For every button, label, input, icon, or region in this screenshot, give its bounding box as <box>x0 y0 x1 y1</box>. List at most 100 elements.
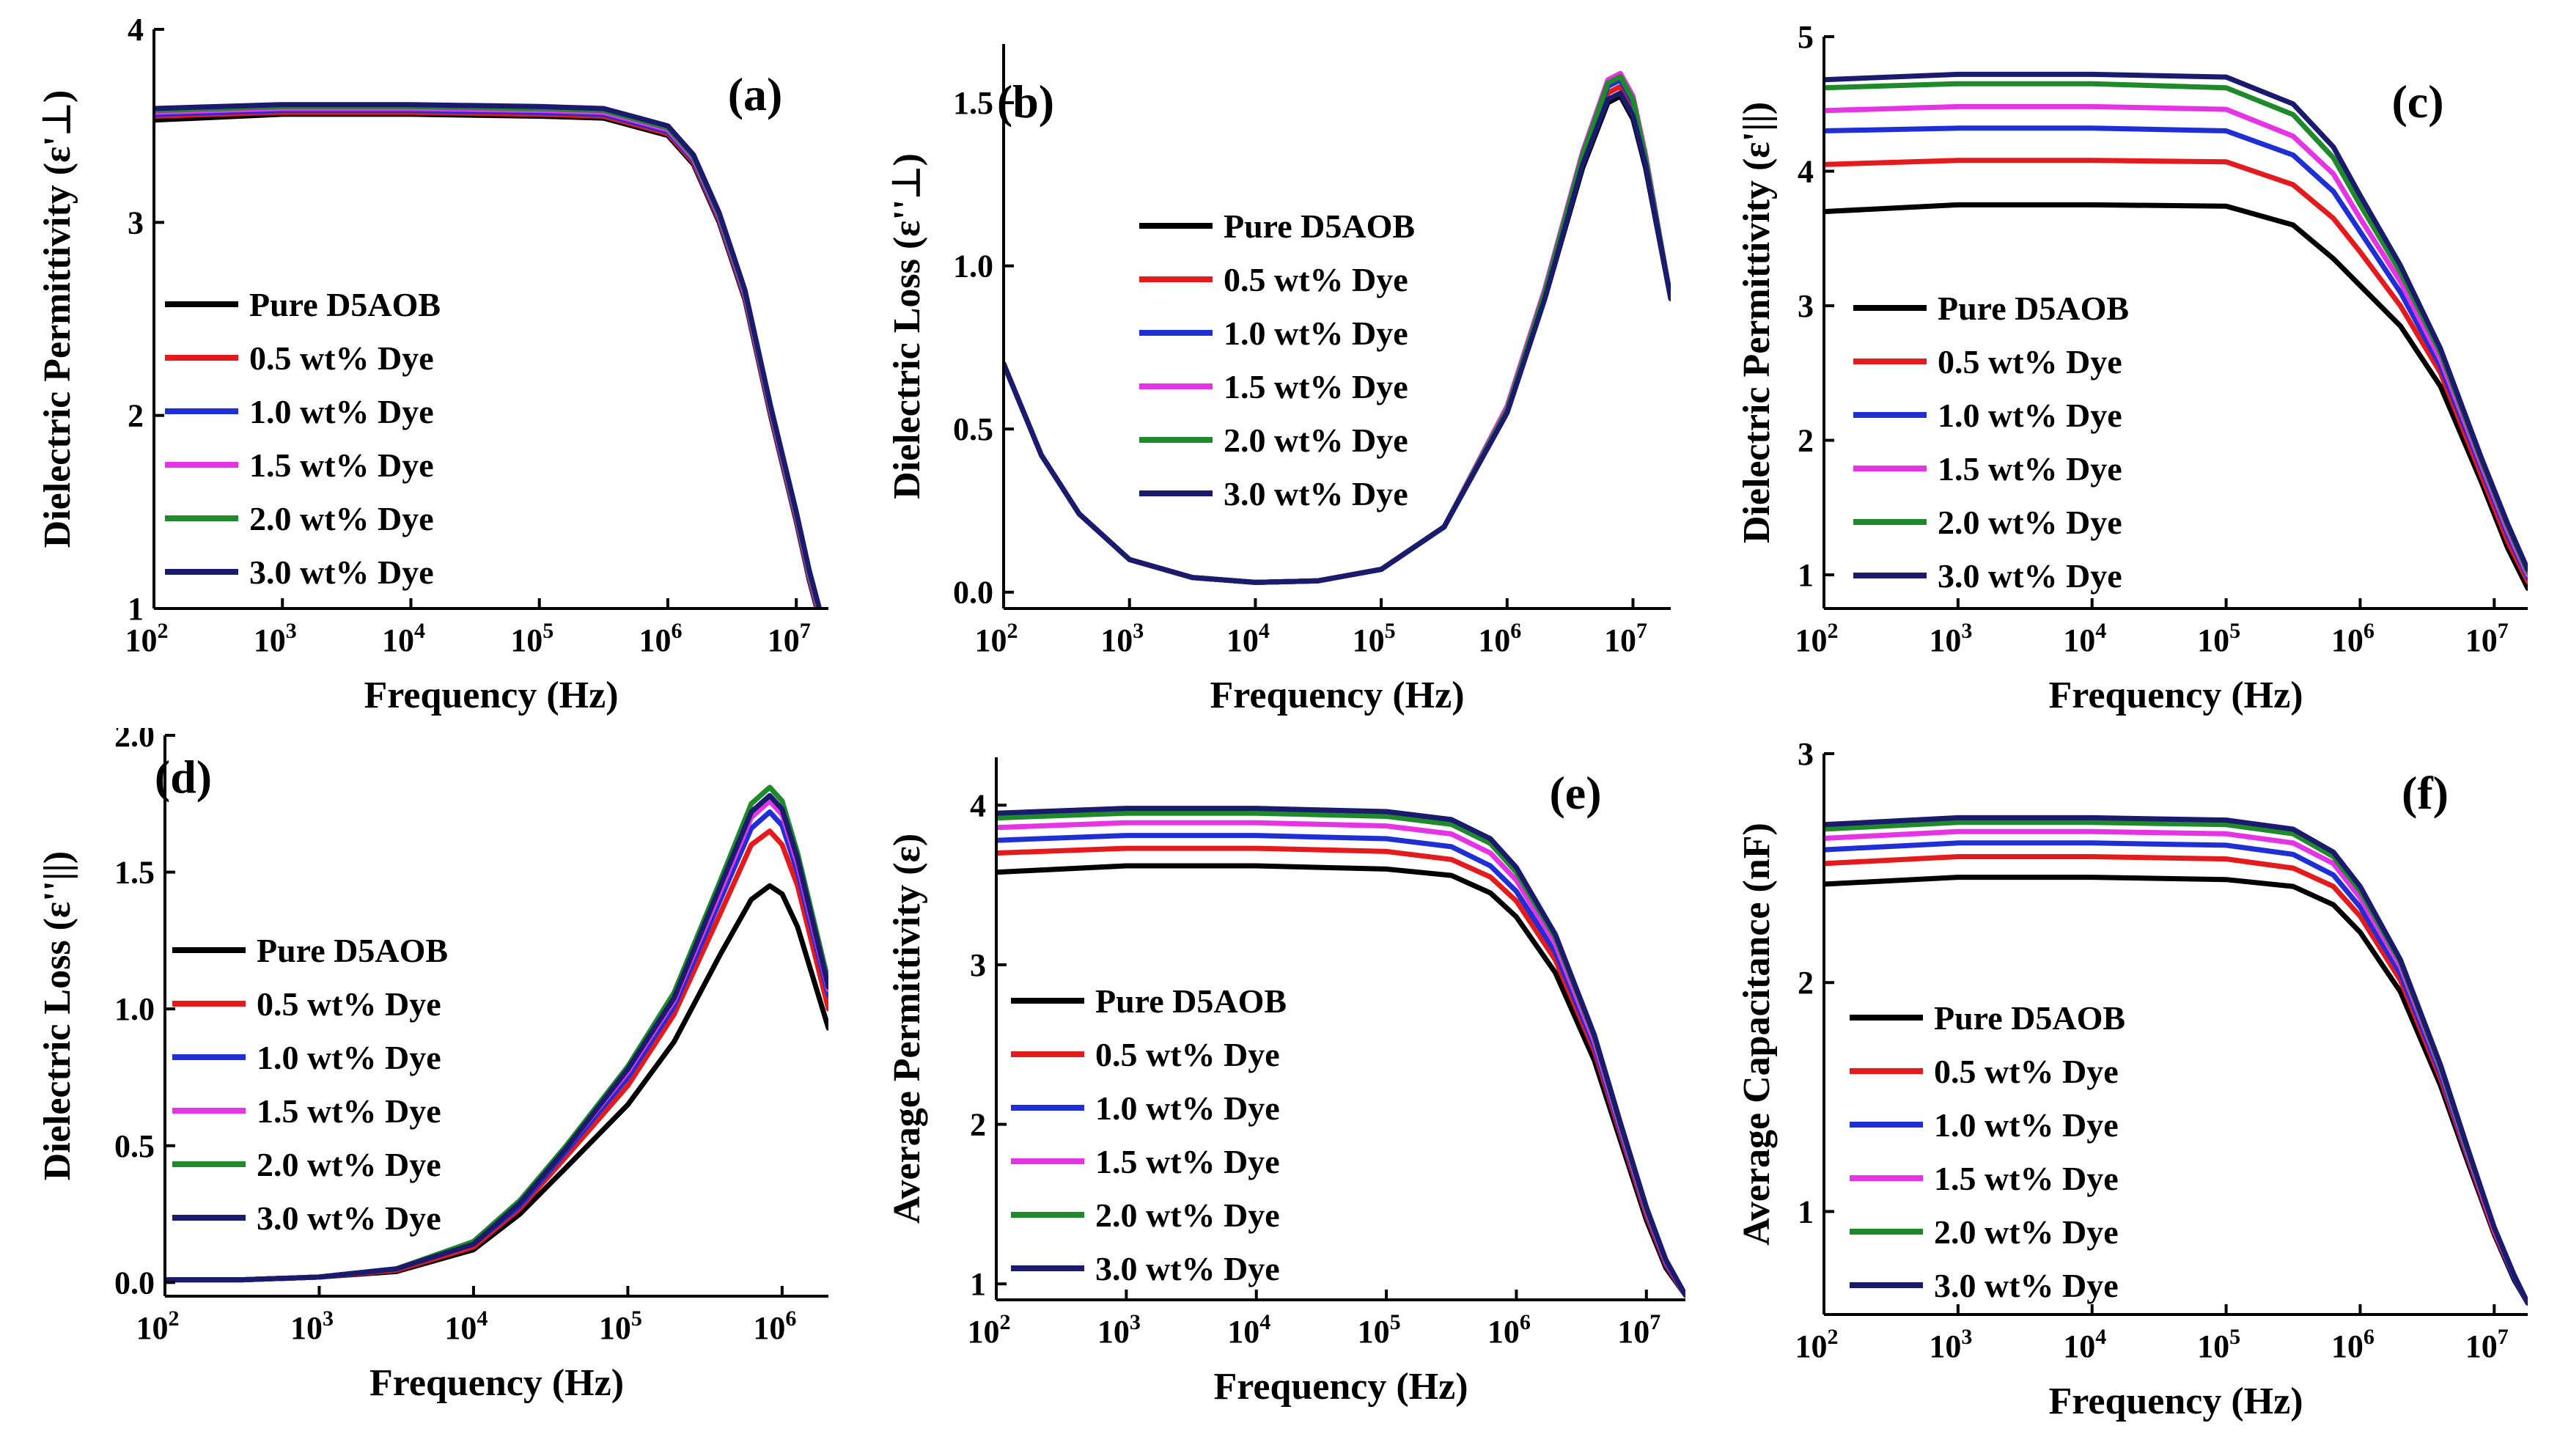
series-line-3-0-wt-dye <box>1004 90 1671 585</box>
series-line-3-0-wt-dye <box>165 793 828 1283</box>
panel-label: (d) <box>155 751 212 803</box>
x-tick-label: 103 <box>1929 1325 1972 1364</box>
panel-label: (a) <box>728 68 783 120</box>
legend: Pure D5AOB 0.5 wt% Dye 1.0 wt% Dye 1.5 wt% … <box>1139 207 1415 512</box>
x-tick-label: 104 <box>1226 619 1270 658</box>
y-tick-label: 0.0 <box>114 1265 155 1301</box>
x-axis-title: Frequency (Hz) <box>1210 674 1464 716</box>
legend-label: 1.5 wt% Dye <box>249 446 434 484</box>
legend-label: 3.0 wt% Dye <box>249 554 434 591</box>
series-line-0-5-wt-dye <box>1824 158 2528 584</box>
panel-label: (f) <box>2402 767 2449 819</box>
chart-b: 102 103 104 105 106 107 0.0 0.5 1.0 1.5 Frequency … <box>886 44 1671 716</box>
legend: Pure D5AOB 0.5 wt% Dye 1.0 wt% Dye 1.5 wt% … <box>1853 290 2129 595</box>
series-line-pure-d5aob <box>1824 875 2528 1306</box>
legend-label: 2.0 wt% Dye <box>257 1146 441 1183</box>
x-tick-label: 105 <box>599 1306 642 1346</box>
x-axis-title: Frequency (Hz) <box>364 674 618 716</box>
chart-d: 102 103 104 105 106 0.0 0.5 1.0 1.5 2.0 Frequency … <box>37 728 828 1404</box>
legend-label: 3.0 wt% Dye <box>1938 557 2122 595</box>
x-tick-label: 105 <box>1353 619 1396 658</box>
x-axis-title: Frequency (Hz) <box>1213 1366 1468 1408</box>
legend-label: 0.5 wt% Dye <box>1938 343 2122 380</box>
y-axis-title: Average Permittivity (ε) <box>886 834 928 1224</box>
legend-label: 1.5 wt% Dye <box>1095 1143 1280 1180</box>
x-tick-label: 104 <box>382 619 425 658</box>
legend-label: 1.5 wt% Dye <box>257 1092 441 1130</box>
panel-a: 102 103 104 105 106 107 1 2 3 4 Frequency (Hz) Diel… <box>0 0 850 728</box>
x-tick-label: 106 <box>2331 1325 2375 1364</box>
x-tick-label: 102 <box>1795 1325 1839 1364</box>
x-tick-label: 107 <box>2465 1325 2509 1364</box>
y-tick-label: 3 <box>1798 288 1814 324</box>
y-tick-label: 1 <box>1798 1194 1814 1229</box>
x-tick-label: 106 <box>1478 619 1521 658</box>
x-tick-label: 107 <box>1617 1310 1660 1350</box>
legend-label: 2.0 wt% Dye <box>249 500 434 537</box>
series-line-3-0-wt-dye <box>996 806 1685 1298</box>
y-axis-title: Dielectric Permittivity (ε'||) <box>1736 102 1778 543</box>
y-tick-label: 2 <box>970 1107 986 1143</box>
x-tick-label: 106 <box>2331 619 2375 658</box>
y-tick-label: 0.5 <box>114 1128 155 1164</box>
x-tick-label: 102 <box>136 1306 180 1346</box>
series-group <box>1004 70 1671 585</box>
x-tick-label: 104 <box>2063 1325 2106 1364</box>
legend-label: 2.0 wt% Dye <box>1224 422 1408 459</box>
y-tick-label: 3 <box>970 947 986 983</box>
legend-label: Pure D5AOB <box>1934 999 2125 1037</box>
series-line-3-0-wt-dye <box>1824 71 2528 573</box>
y-tick-label: 0.0 <box>953 575 993 611</box>
legend-label: 3.0 wt% Dye <box>1934 1267 2119 1304</box>
x-tick-label: 102 <box>975 619 1018 658</box>
legend: Pure D5AOB 0.5 wt% Dye 1.0 wt% Dye 1.5 wt% … <box>165 286 441 591</box>
series-line-3-0-wt-dye <box>1824 815 2528 1306</box>
x-tick-label: 105 <box>510 619 553 658</box>
legend-label: 2.0 wt% Dye <box>1938 504 2122 541</box>
y-tick-label: 4 <box>1798 154 1814 190</box>
legend-label: 1.0 wt% Dye <box>1938 397 2122 434</box>
chart-a: 102 103 104 105 106 107 1 2 3 4 Frequency (Hz) Diel… <box>37 12 828 716</box>
y-tick-label: 1.0 <box>114 991 155 1027</box>
series-line-pure-d5aob <box>1824 202 2528 591</box>
y-tick-label: 2 <box>1798 965 1814 1001</box>
y-tick-label: 1.5 <box>953 85 993 121</box>
panel-b: 102 103 104 105 106 107 0.0 0.5 1.0 1.5 Frequency … <box>850 0 1699 728</box>
series-line-3-0-wt-dye <box>154 102 823 608</box>
x-tick-label: 102 <box>125 619 169 658</box>
x-tick-label: 105 <box>1358 1310 1401 1350</box>
legend-label: 2.0 wt% Dye <box>1934 1213 2119 1251</box>
x-tick-label: 107 <box>2465 619 2509 658</box>
y-axis-title: Average Capacitance (nF) <box>1736 823 1778 1246</box>
x-tick-label: 104 <box>444 1306 488 1346</box>
x-tick-label: 103 <box>290 1306 334 1346</box>
legend-label: 0.5 wt% Dye <box>257 985 441 1023</box>
series-line-1-0-wt-dye <box>1824 840 2528 1306</box>
x-tick-label: 102 <box>1795 619 1839 658</box>
y-tick-label: 3 <box>128 205 144 240</box>
x-tick-label: 107 <box>768 619 811 658</box>
x-tick-label: 106 <box>639 619 682 658</box>
legend: Pure D5AOB 0.5 wt% Dye 1.0 wt% Dye 1.5 wt% … <box>172 932 448 1237</box>
y-tick-label: 1 <box>1798 557 1814 593</box>
x-tick-label: 102 <box>968 1310 1011 1350</box>
legend-label: Pure D5AOB <box>1224 207 1415 245</box>
x-tick-label: 106 <box>753 1306 796 1346</box>
legend-label: Pure D5AOB <box>249 286 441 323</box>
legend-label: Pure D5AOB <box>1938 290 2129 327</box>
x-tick-label: 107 <box>1604 619 1647 658</box>
y-tick-label: 1.0 <box>953 249 993 284</box>
legend-label: 1.5 wt% Dye <box>1938 450 2122 488</box>
y-tick-label: 3 <box>1798 736 1814 772</box>
series-group <box>154 102 823 608</box>
series-group <box>165 784 828 1283</box>
x-tick-label: 103 <box>1929 619 1972 658</box>
legend: Pure D5AOB 0.5 wt% Dye 1.0 wt% Dye 1.5 wt% … <box>1011 982 1287 1287</box>
legend-label: 3.0 wt% Dye <box>257 1199 441 1237</box>
x-tick-label: 103 <box>1100 619 1144 658</box>
legend: Pure D5AOB 0.5 wt% Dye 1.0 wt% Dye 1.5 wt% … <box>1850 999 2125 1304</box>
y-tick-label: 0.5 <box>953 411 993 447</box>
chart-e: 102 103 104 105 106 107 1 2 3 4 Frequency (Hz) Aver… <box>886 757 1685 1408</box>
x-tick-label: 104 <box>1227 1310 1270 1350</box>
